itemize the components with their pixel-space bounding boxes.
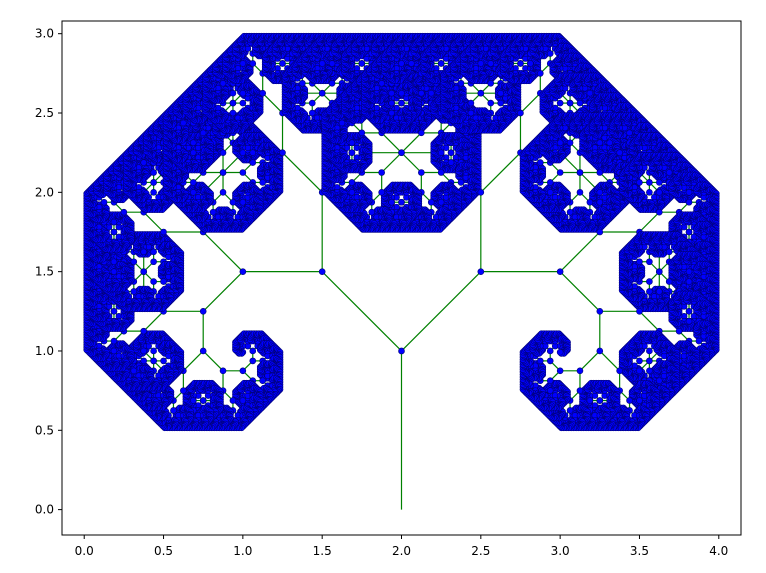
fractal-tree-chart: 0.0 0.5 1.0 1.5 2.0 2.5 3.0 3.5 4.0 0.00.51.01.5… <box>0 0 766 573</box>
